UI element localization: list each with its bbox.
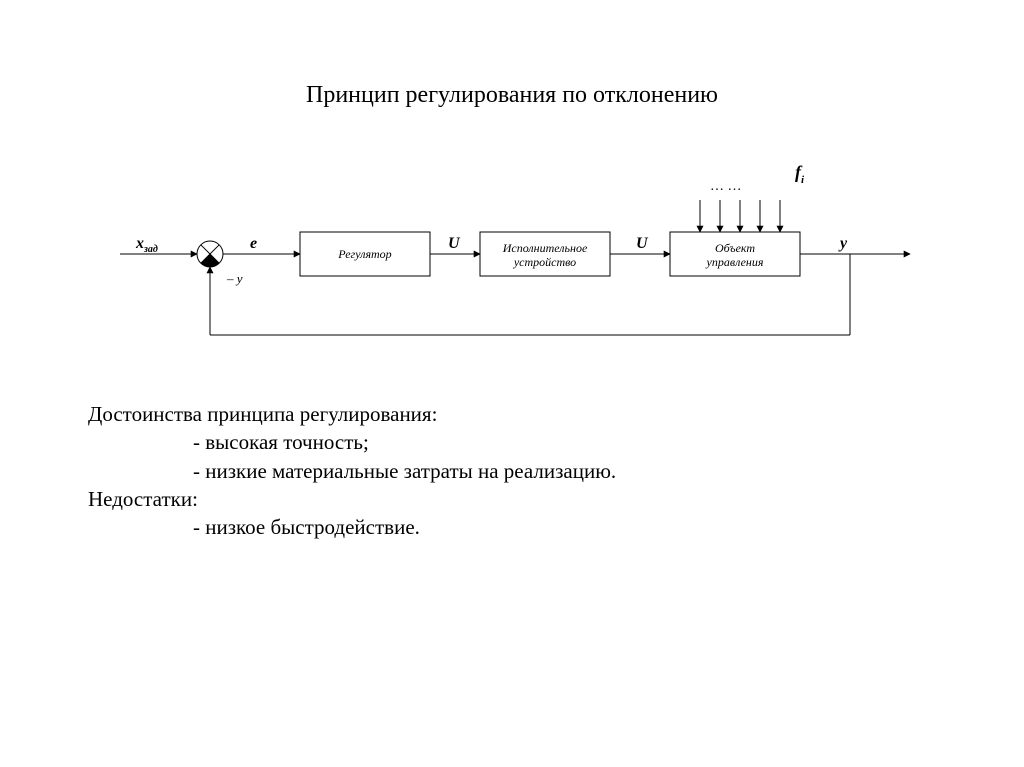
svg-text:управления: управления	[706, 255, 764, 269]
svg-text:Исполнительное: Исполнительное	[502, 241, 588, 255]
svg-text:e: e	[250, 235, 257, 252]
page: Принцип регулирования по отклонению xзад…	[0, 0, 1024, 767]
advantage-item: - низкие материальные затраты на реализа…	[88, 457, 928, 485]
svg-text:… …: … …	[710, 179, 742, 194]
disadvantage-item: - низкое быстродействие.	[88, 513, 928, 541]
svg-text:Объект: Объект	[715, 241, 755, 255]
advantages-heading: Достоинства принципа регулирования:	[88, 400, 928, 428]
svg-text:fi: fi	[795, 162, 805, 186]
svg-text:– y: – y	[226, 271, 243, 286]
svg-text:y: y	[838, 235, 848, 252]
advantage-item: - высокая точность;	[88, 428, 928, 456]
disadvantages-heading: Недостатки:	[88, 485, 928, 513]
page-title: Принцип регулирования по отклонению	[0, 82, 1024, 109]
svg-text:устройство: устройство	[513, 255, 576, 269]
svg-text:Регулятор: Регулятор	[337, 247, 391, 261]
description-text: Достоинства принципа регулирования: - вы…	[88, 400, 928, 542]
svg-text:U: U	[636, 235, 649, 252]
control-diagram: xзад – y e Регулятор U Исполнительноеустройст…	[80, 160, 940, 370]
svg-text:xзад: xзад	[135, 235, 158, 255]
svg-text:U: U	[448, 235, 461, 252]
